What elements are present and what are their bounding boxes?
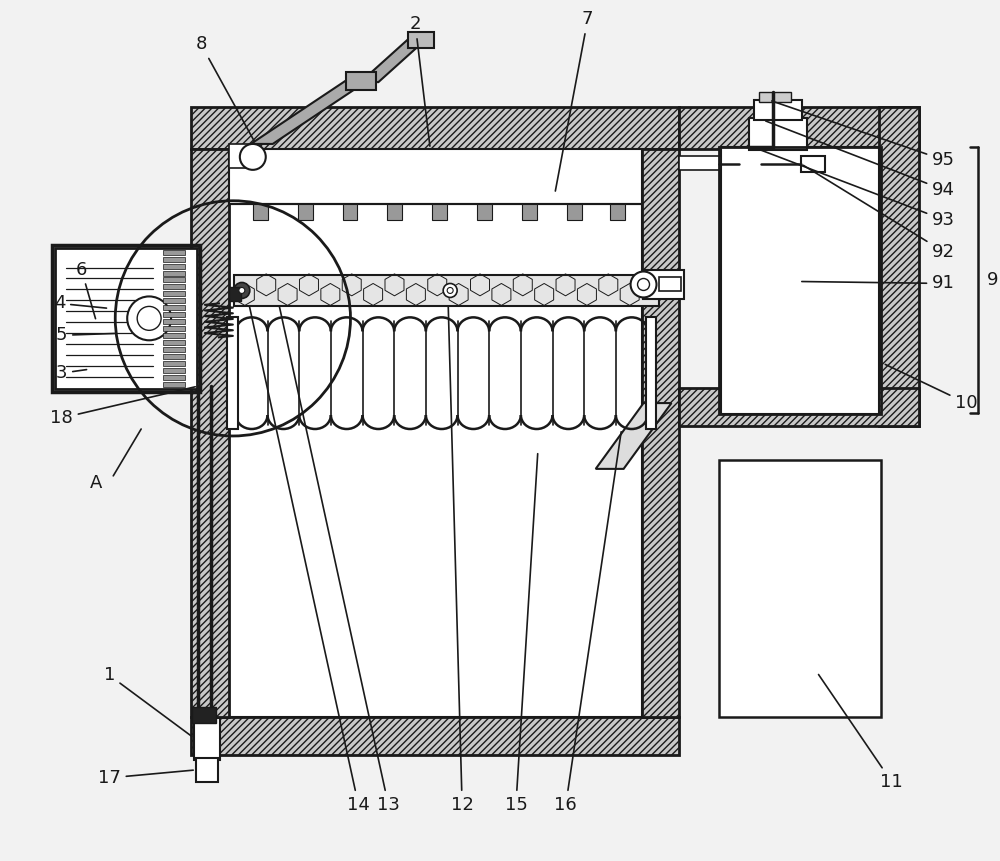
Circle shape bbox=[239, 288, 245, 294]
Text: 1: 1 bbox=[104, 666, 192, 736]
Circle shape bbox=[638, 278, 650, 290]
Text: 91: 91 bbox=[802, 275, 955, 293]
Text: 8: 8 bbox=[195, 35, 254, 141]
Text: 2: 2 bbox=[410, 15, 430, 146]
Bar bbox=[346, 72, 376, 90]
Bar bbox=[387, 204, 402, 220]
Bar bbox=[55, 248, 197, 389]
Bar bbox=[679, 156, 721, 170]
Text: 95: 95 bbox=[772, 101, 955, 169]
Bar bbox=[229, 149, 642, 717]
Text: 94: 94 bbox=[766, 121, 955, 199]
Bar bbox=[163, 354, 185, 359]
Bar bbox=[253, 204, 268, 220]
Bar bbox=[646, 318, 656, 429]
Bar bbox=[163, 263, 185, 269]
Bar bbox=[659, 277, 681, 292]
Bar bbox=[229, 144, 257, 168]
Circle shape bbox=[631, 271, 656, 297]
Bar bbox=[408, 33, 434, 48]
Bar bbox=[163, 333, 185, 338]
Bar bbox=[234, 275, 659, 307]
Bar bbox=[229, 288, 241, 301]
Bar bbox=[163, 340, 185, 345]
Text: A: A bbox=[90, 474, 102, 492]
Polygon shape bbox=[360, 37, 428, 82]
Circle shape bbox=[443, 283, 457, 297]
Text: 9: 9 bbox=[986, 271, 998, 289]
Bar bbox=[163, 270, 185, 276]
Text: 15: 15 bbox=[505, 454, 538, 814]
Bar bbox=[759, 92, 791, 102]
Bar bbox=[642, 149, 679, 717]
Polygon shape bbox=[251, 80, 368, 144]
Text: 93: 93 bbox=[758, 149, 955, 229]
Bar bbox=[163, 375, 185, 381]
Bar bbox=[679, 107, 919, 149]
Bar bbox=[163, 306, 185, 310]
Bar bbox=[52, 245, 200, 392]
Text: 10: 10 bbox=[885, 364, 978, 412]
Circle shape bbox=[127, 296, 171, 340]
Text: 14: 14 bbox=[249, 307, 370, 814]
Text: 7: 7 bbox=[555, 10, 593, 191]
Bar bbox=[163, 299, 185, 303]
Bar bbox=[163, 382, 185, 387]
Text: 18: 18 bbox=[50, 387, 195, 427]
Bar bbox=[610, 204, 625, 220]
Text: 6: 6 bbox=[76, 261, 96, 319]
Bar bbox=[196, 758, 218, 782]
Bar bbox=[749, 118, 807, 150]
Bar bbox=[163, 250, 185, 255]
Bar bbox=[163, 369, 185, 373]
Bar bbox=[522, 204, 537, 220]
Bar bbox=[801, 156, 825, 172]
Bar bbox=[432, 204, 447, 220]
Bar bbox=[163, 277, 185, 282]
Bar bbox=[477, 204, 492, 220]
Bar bbox=[721, 147, 879, 414]
Bar bbox=[163, 362, 185, 366]
Bar bbox=[194, 718, 220, 760]
Bar bbox=[191, 717, 679, 755]
Polygon shape bbox=[596, 403, 671, 469]
Bar bbox=[567, 204, 582, 220]
Bar bbox=[298, 204, 313, 220]
Bar bbox=[229, 149, 642, 204]
Text: 5: 5 bbox=[56, 326, 116, 344]
Bar bbox=[163, 313, 185, 318]
Text: 16: 16 bbox=[554, 431, 621, 814]
Bar bbox=[679, 388, 919, 426]
Circle shape bbox=[234, 282, 250, 299]
Bar bbox=[719, 460, 881, 717]
Text: 12: 12 bbox=[448, 307, 474, 814]
Text: 4: 4 bbox=[54, 294, 107, 313]
Bar bbox=[163, 326, 185, 331]
Bar bbox=[719, 147, 881, 414]
Text: 17: 17 bbox=[98, 769, 193, 787]
Bar bbox=[192, 707, 216, 723]
Text: 92: 92 bbox=[803, 165, 955, 261]
Bar bbox=[191, 107, 679, 149]
Bar bbox=[754, 100, 802, 120]
Bar bbox=[163, 319, 185, 325]
Circle shape bbox=[137, 307, 161, 331]
Text: 11: 11 bbox=[819, 674, 903, 791]
Bar bbox=[879, 107, 919, 426]
Circle shape bbox=[240, 144, 266, 170]
Bar bbox=[227, 318, 238, 429]
Bar bbox=[163, 257, 185, 262]
Bar bbox=[163, 347, 185, 352]
Bar bbox=[163, 284, 185, 289]
Bar bbox=[343, 204, 357, 220]
Text: 13: 13 bbox=[279, 307, 400, 814]
Bar bbox=[163, 292, 185, 296]
Text: 3: 3 bbox=[56, 364, 87, 382]
Bar bbox=[191, 149, 229, 717]
Circle shape bbox=[447, 288, 453, 294]
Bar bbox=[643, 269, 684, 300]
